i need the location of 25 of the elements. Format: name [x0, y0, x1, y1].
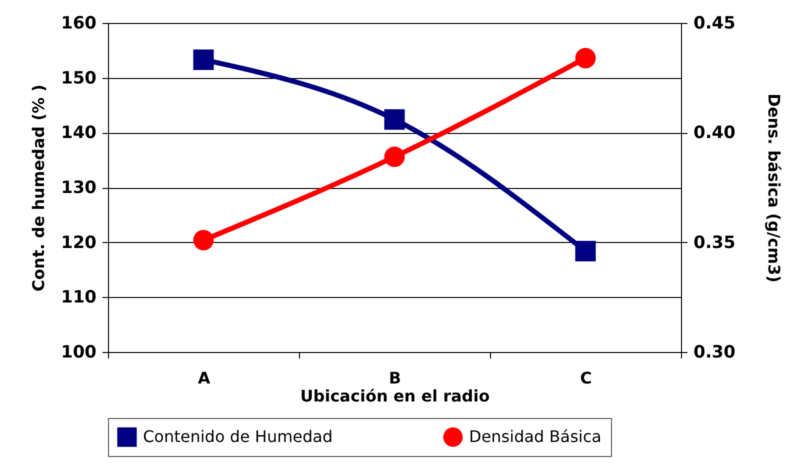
y2-axis-title: Dens. básica (g/cm3)	[764, 93, 784, 283]
y2-tick-label: 0.40	[694, 123, 736, 144]
x-tick-label: A	[198, 368, 211, 388]
y-tick-label: 120	[61, 232, 97, 253]
y-tick-label: 140	[61, 123, 97, 144]
point	[384, 146, 405, 168]
y2-tick-label: 0.45	[694, 14, 736, 34]
y-tick-label: 110	[61, 288, 97, 308]
y2-tick-label: 0.30	[694, 342, 736, 362]
point	[575, 48, 596, 68]
point	[575, 240, 596, 262]
legend-label: Contenido de Humedad	[143, 427, 333, 446]
legend-label: Densidad Básica	[469, 427, 602, 446]
y-tick-label: 150	[61, 68, 97, 88]
y-axis-title: Cont. de humedad (% )	[29, 84, 48, 292]
x-axis-title: Ubicación en el radio	[300, 386, 490, 406]
point	[384, 109, 405, 130]
point	[193, 230, 214, 250]
y-tick-label: 130	[61, 178, 97, 198]
y-tick-label: 160	[61, 14, 97, 34]
y-tick-label: 100	[61, 342, 97, 362]
y2-tick-label: 0.35	[694, 232, 736, 253]
x-tick-label: B	[388, 368, 402, 388]
point	[193, 49, 214, 70]
x-tick-label: C	[580, 368, 592, 388]
